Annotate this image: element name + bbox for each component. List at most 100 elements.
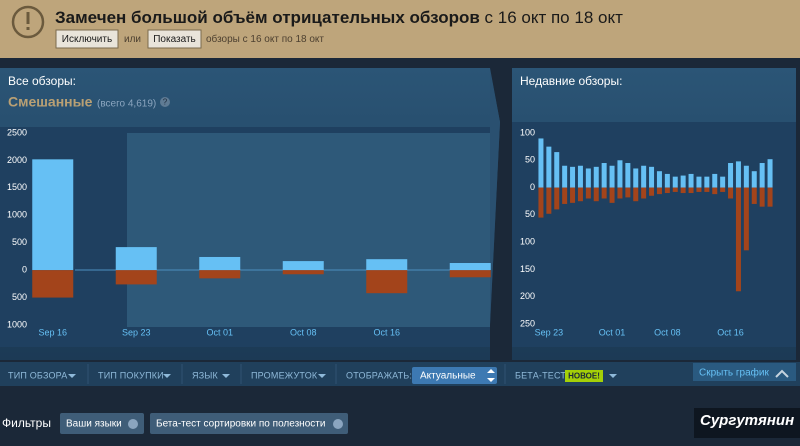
bar bbox=[767, 187, 773, 207]
bar bbox=[728, 163, 734, 188]
filter-chip[interactable] bbox=[150, 413, 348, 434]
bar bbox=[538, 138, 544, 188]
bar bbox=[617, 187, 623, 199]
bar bbox=[720, 187, 726, 192]
bar bbox=[585, 168, 591, 188]
display-label: ОТОБРАЖАТЬ: bbox=[346, 370, 412, 380]
warning-icon-dot bbox=[26, 27, 30, 30]
dropdown-arrow bbox=[318, 374, 326, 378]
panel-gap bbox=[490, 68, 512, 360]
bar bbox=[759, 163, 765, 188]
banner-title: Замечен большой объём отрицательных обзо… bbox=[55, 8, 480, 27]
show-note: обзоры с 16 окт по 18 окт bbox=[206, 33, 324, 45]
x-tick-label: Oct 16 bbox=[717, 327, 744, 337]
bar bbox=[601, 187, 607, 199]
x-tick-label: Oct 08 bbox=[290, 327, 317, 337]
bar bbox=[712, 187, 718, 195]
bar bbox=[664, 187, 670, 194]
hide-graph-button[interactable] bbox=[693, 363, 796, 381]
y-tick-label: 0 bbox=[530, 182, 535, 192]
y-tick-label: 1000 bbox=[7, 210, 27, 220]
filter-chip-label[interactable]: Бета-тест сортировки по полезности bbox=[156, 419, 325, 430]
bar bbox=[449, 270, 491, 278]
bar bbox=[672, 187, 678, 192]
bar bbox=[704, 187, 710, 192]
watermark-bg bbox=[694, 408, 800, 438]
show-button[interactable] bbox=[147, 29, 202, 49]
bar bbox=[609, 187, 615, 203]
banner-period: с 16 окт по 18 окт bbox=[485, 8, 624, 27]
selected-range bbox=[127, 133, 490, 327]
filter-bar bbox=[0, 362, 800, 386]
hide-graph-label[interactable]: Скрыть график bbox=[699, 367, 769, 379]
purchase-type-filter[interactable]: ТИП ПОКУПКИ bbox=[98, 370, 164, 380]
filter-chip-label[interactable]: Ваши языки bbox=[66, 419, 122, 430]
bar bbox=[672, 176, 678, 188]
select-arrow bbox=[487, 369, 495, 373]
filters-label: Фильтры bbox=[2, 416, 51, 430]
warning-banner bbox=[0, 0, 800, 58]
x-tick-label: Oct 01 bbox=[206, 327, 233, 337]
bar bbox=[720, 176, 726, 188]
bar bbox=[680, 187, 686, 194]
bar bbox=[625, 187, 631, 198]
period-filter[interactable]: ПРОМЕЖУТОК bbox=[251, 370, 318, 380]
bar bbox=[282, 270, 324, 275]
new-badge-label: НОВОЕ! bbox=[568, 372, 600, 381]
bar bbox=[115, 247, 157, 271]
x-tick-label: Oct 01 bbox=[599, 327, 626, 337]
bar bbox=[585, 187, 591, 199]
beta-filter[interactable]: БЕТА-ТЕСТ bbox=[515, 370, 566, 380]
bar bbox=[570, 166, 576, 188]
dropdown-arrow bbox=[222, 374, 230, 378]
bar bbox=[570, 187, 576, 203]
filter-chip[interactable] bbox=[60, 413, 144, 434]
bar bbox=[735, 187, 741, 292]
bar bbox=[593, 166, 599, 188]
bar bbox=[115, 270, 157, 285]
bar bbox=[743, 187, 749, 251]
y-tick-label: 50 bbox=[525, 155, 535, 165]
display-select[interactable] bbox=[412, 367, 497, 384]
bar bbox=[696, 176, 702, 188]
review-type-filter[interactable]: ТИП ОБЗОРА bbox=[8, 370, 67, 380]
y-tick-label: 50 bbox=[525, 209, 535, 219]
dropdown-arrow bbox=[163, 374, 171, 378]
chip-remove[interactable] bbox=[333, 419, 343, 429]
bar bbox=[546, 146, 552, 188]
bar bbox=[32, 159, 74, 271]
language-filter[interactable]: ЯЗЫК bbox=[192, 370, 219, 380]
bar bbox=[538, 187, 544, 218]
bar bbox=[554, 187, 560, 210]
help-icon-label[interactable]: ? bbox=[163, 98, 168, 107]
help-icon[interactable] bbox=[160, 97, 170, 107]
exclude-button-label[interactable]: Исключить bbox=[62, 34, 112, 45]
bar bbox=[743, 165, 749, 188]
display-select-value[interactable]: Актуальные bbox=[420, 371, 476, 382]
watermark: Сургутянин bbox=[700, 412, 794, 429]
bar bbox=[704, 176, 710, 188]
bar bbox=[656, 171, 662, 188]
chip-remove[interactable] bbox=[128, 419, 138, 429]
y-tick-label: 100 bbox=[520, 237, 535, 247]
x-tick-label: Oct 08 bbox=[654, 327, 681, 337]
bar bbox=[641, 187, 647, 199]
filter-items: ТИП ОБЗОРА ТИП ПОКУПКИ ЯЗЫК ПРОМЕЖУТОК О… bbox=[8, 363, 796, 384]
dropdown-arrow bbox=[609, 374, 617, 378]
bar bbox=[664, 173, 670, 188]
panel-chevron bbox=[490, 70, 500, 325]
select-arrow bbox=[487, 378, 495, 382]
y-tick-label: 2000 bbox=[7, 155, 27, 165]
bar bbox=[562, 187, 568, 204]
exclude-button[interactable] bbox=[55, 29, 119, 49]
bar bbox=[649, 187, 655, 196]
bar bbox=[617, 160, 623, 188]
bar bbox=[625, 163, 631, 188]
bar bbox=[199, 256, 241, 271]
bar bbox=[712, 173, 718, 188]
collapse-icon bbox=[775, 369, 789, 378]
y-tick-label: 500 bbox=[12, 292, 27, 302]
show-button-label[interactable]: Показать bbox=[153, 34, 196, 45]
